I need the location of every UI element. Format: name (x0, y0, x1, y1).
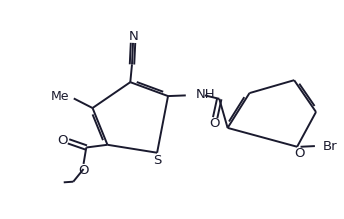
Text: Br: Br (322, 140, 337, 153)
Text: O: O (209, 117, 220, 130)
Text: O: O (57, 134, 68, 147)
Text: Me: Me (51, 90, 70, 103)
Text: N: N (129, 30, 139, 43)
Text: O: O (78, 164, 88, 177)
Text: S: S (154, 154, 162, 167)
Text: NH: NH (195, 88, 215, 101)
Text: O: O (294, 147, 305, 160)
